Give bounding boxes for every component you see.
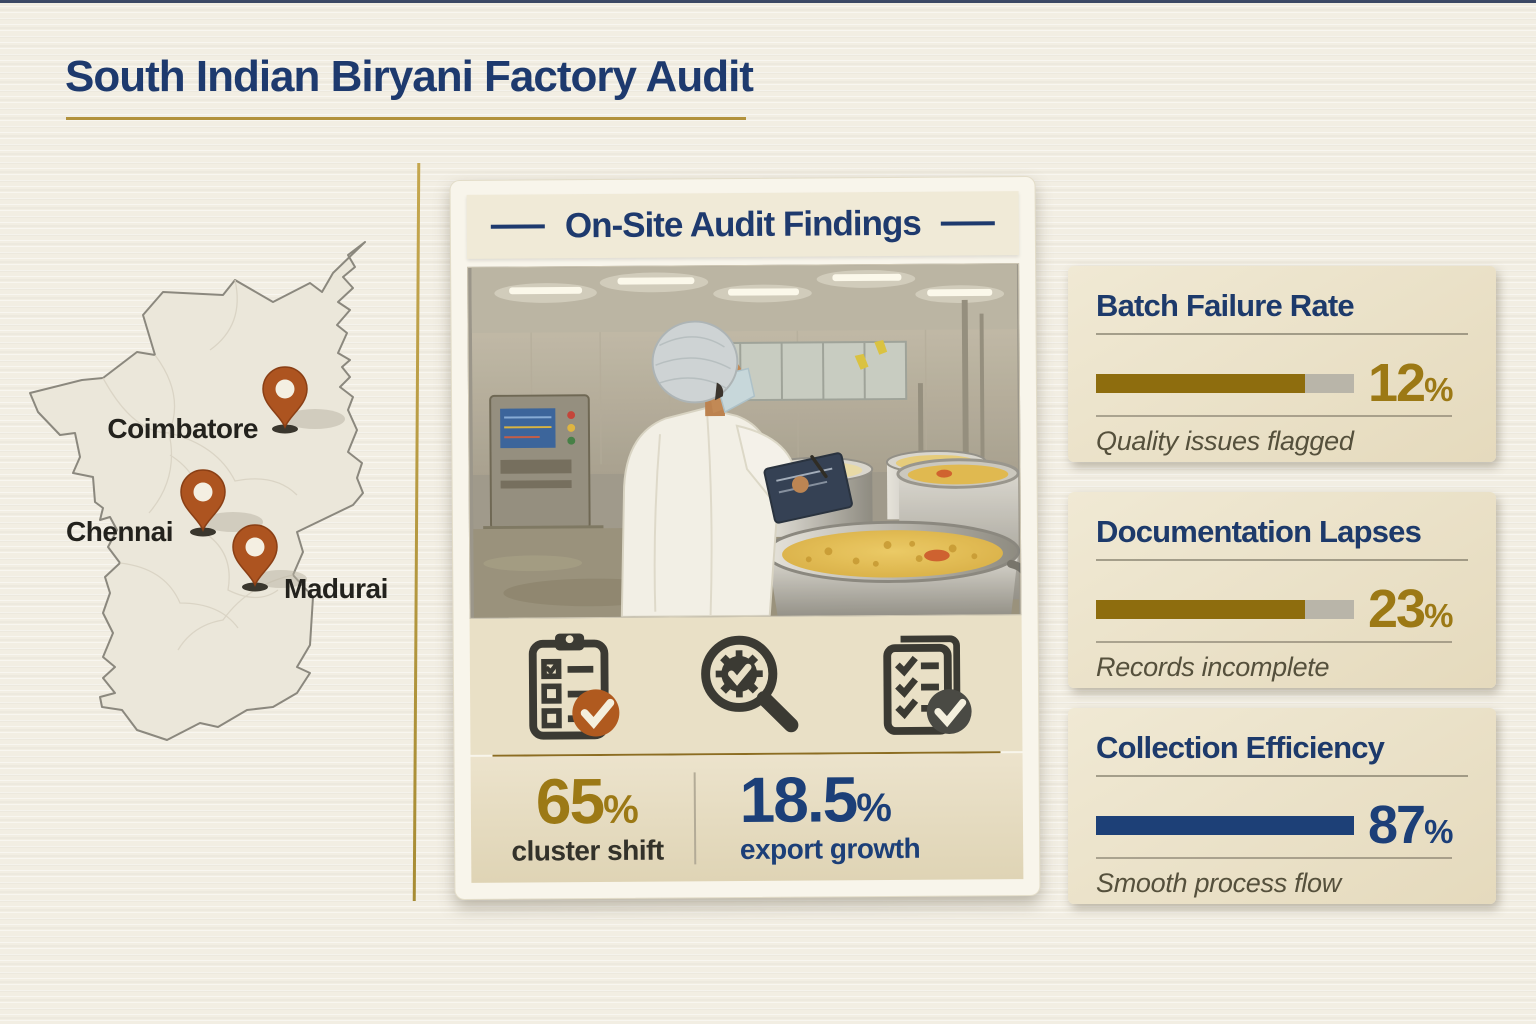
auditor-worker bbox=[620, 320, 853, 618]
audit-card-header: On-Site Audit Findings bbox=[466, 191, 1020, 259]
metric-value: 12% bbox=[1368, 353, 1454, 413]
metric-bar-row: 12% bbox=[1096, 355, 1468, 411]
metric-caption: Smooth process flow bbox=[1096, 868, 1341, 898]
map-label-madurai: Madurai bbox=[284, 573, 388, 604]
audit-icons-row bbox=[469, 615, 1023, 755]
metric-value: 87% bbox=[1368, 795, 1454, 855]
map-svg: Coimbatore Chennai Madurai bbox=[29, 241, 388, 741]
audit-card-title: On-Site Audit Findings bbox=[564, 203, 921, 246]
metric-bar-row: 23% bbox=[1096, 581, 1468, 637]
metric-rule-2 bbox=[1096, 641, 1452, 643]
metric-bar-fill bbox=[1096, 815, 1354, 835]
metric-bar-track bbox=[1096, 599, 1354, 619]
factory-scene bbox=[471, 264, 1022, 618]
metric-caption: Records incomplete bbox=[1096, 652, 1330, 682]
wall-pipes bbox=[917, 299, 985, 462]
stat-value: 18.5% bbox=[739, 762, 892, 836]
page-title: South Indian Biryani Factory Audit bbox=[65, 52, 754, 101]
metric-bar-fill bbox=[1096, 373, 1305, 393]
vertical-gold-divider bbox=[412, 162, 421, 902]
top-border-line bbox=[0, 0, 1536, 3]
header-dash-right bbox=[940, 221, 995, 226]
factory-ceiling bbox=[471, 264, 1018, 333]
map-pin-chennai bbox=[180, 469, 263, 537]
map-pin-madurai bbox=[232, 524, 307, 592]
metric-card-documentation-lapses: Documentation Lapses 23% Records incompl… bbox=[1068, 492, 1496, 688]
factory-photo bbox=[467, 263, 1022, 619]
sepia-wash bbox=[471, 264, 1020, 618]
hanging-gloves bbox=[854, 339, 888, 370]
magnifier-gear-check-icon bbox=[701, 635, 799, 733]
metric-rule-2 bbox=[1096, 857, 1452, 859]
stat-label: export growth bbox=[739, 833, 921, 866]
control-panel-machine bbox=[483, 394, 604, 536]
map-label-coimbatore: Coimbatore bbox=[107, 413, 258, 444]
metric-value: 23% bbox=[1368, 579, 1454, 639]
stat-cluster-shift: 65% cluster shift bbox=[481, 764, 694, 868]
metric-rule bbox=[1096, 559, 1468, 561]
metric-caption: Quality issues flagged bbox=[1096, 426, 1354, 456]
metric-card-batch-failure: Batch Failure Rate 12% Quality issues fl… bbox=[1068, 266, 1496, 462]
stat-export-growth: 18.5% export growth bbox=[695, 762, 1013, 867]
metric-rule bbox=[1096, 333, 1468, 335]
map-label-chennai: Chennai bbox=[66, 516, 173, 547]
metric-bar-track bbox=[1096, 815, 1354, 835]
metric-title: Documentation Lapses bbox=[1096, 514, 1422, 549]
metric-bar-row: 87% bbox=[1096, 797, 1468, 853]
audit-stats-row: 65% cluster shift 18.5% export growth bbox=[470, 753, 1024, 883]
audit-findings-card: On-Site Audit Findings bbox=[449, 175, 1041, 901]
clipboard-checklist-icon bbox=[528, 633, 620, 740]
metric-card-collection-efficiency: Collection Efficiency 87% Smooth process… bbox=[1068, 708, 1496, 904]
ceiling-lights bbox=[494, 270, 1005, 303]
title-underline bbox=[66, 117, 746, 120]
metric-title: Collection Efficiency bbox=[1096, 730, 1385, 765]
metric-rule bbox=[1096, 775, 1468, 777]
metric-bar-fill bbox=[1096, 599, 1305, 619]
checklist-approved-icon bbox=[883, 635, 972, 735]
tamil-nadu-map: Coimbatore Chennai Madurai bbox=[10, 225, 410, 805]
stat-value: 65% bbox=[535, 764, 639, 838]
header-dash-left bbox=[490, 224, 545, 229]
metric-title: Batch Failure Rate bbox=[1096, 288, 1355, 323]
metric-bar-track bbox=[1096, 373, 1354, 393]
foreground-biryani-pot bbox=[764, 520, 1022, 616]
metric-rule-2 bbox=[1096, 415, 1452, 417]
stat-label: cluster shift bbox=[511, 834, 664, 868]
map-pin-coimbatore bbox=[262, 366, 345, 434]
